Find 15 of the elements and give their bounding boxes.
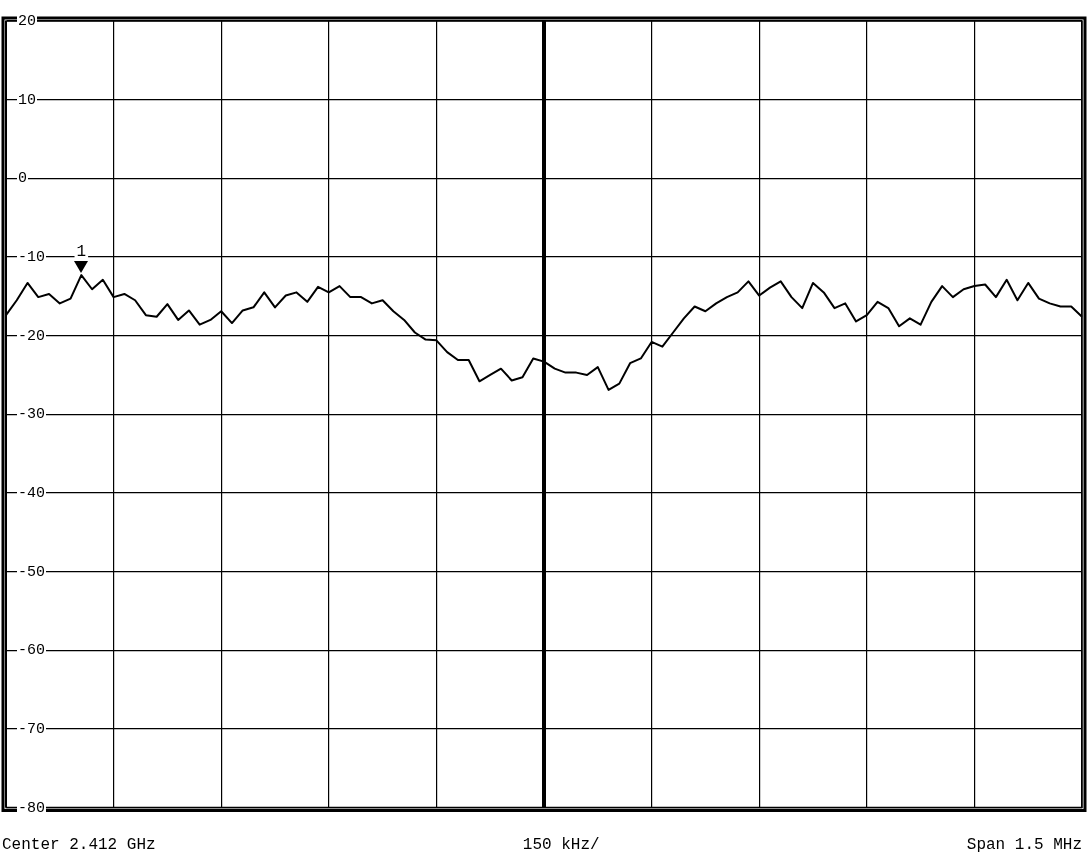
y-tick-label: -80 <box>18 799 46 817</box>
y-tick-label: -20 <box>18 327 46 345</box>
annotation: 1 <box>76 243 87 262</box>
text: Center 2.412 GHz <box>2 836 156 854</box>
y-tick-label: 10 <box>18 91 37 109</box>
y-tick-label: -50 <box>18 563 46 581</box>
y-tick-label: 0 <box>18 170 28 188</box>
y-tick-label: -40 <box>18 484 46 502</box>
text: 150 kHz/ <box>522 836 600 854</box>
y-tick-label: -10 <box>18 248 46 266</box>
text: Span 1.5 MHz <box>966 836 1082 854</box>
y-tick-label: -30 <box>18 406 46 424</box>
y-tick-label: 20 <box>18 12 37 30</box>
y-tick-label: -70 <box>18 720 46 738</box>
y-tick-label: -60 <box>18 642 46 660</box>
